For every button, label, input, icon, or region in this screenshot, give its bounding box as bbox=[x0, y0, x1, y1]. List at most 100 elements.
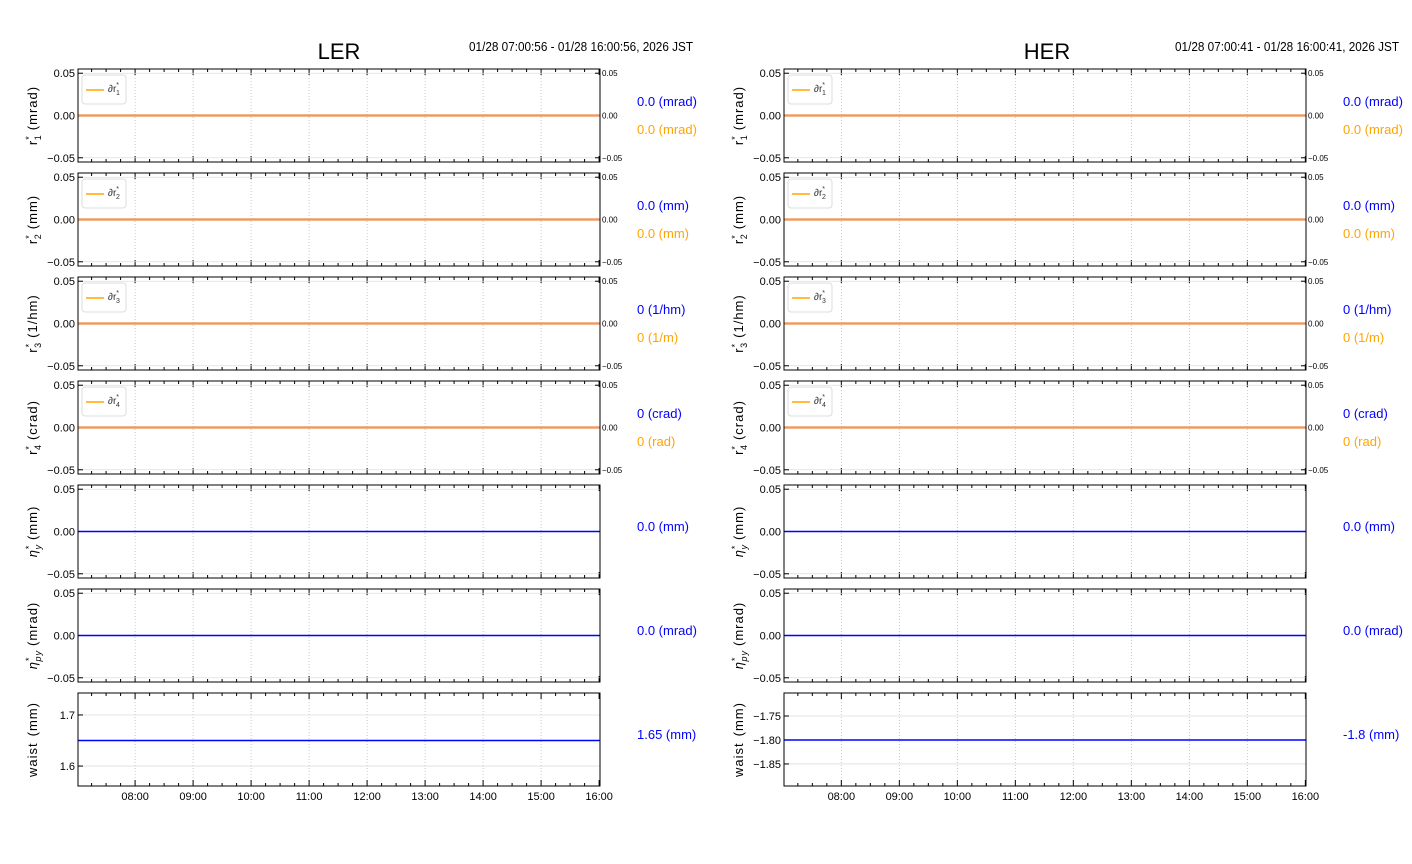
legend-base: ∂r bbox=[108, 292, 117, 303]
value-readout: 0 (rad) bbox=[637, 434, 675, 449]
y-tick-label: 0.05 bbox=[760, 484, 781, 496]
chart-title: HER bbox=[1024, 39, 1070, 64]
y-tick-label: 0.05 bbox=[54, 380, 75, 392]
legend: ∂r* 3 bbox=[81, 282, 127, 313]
legend-sup: * bbox=[822, 394, 825, 401]
y-axis-label: r*1 (mrad) bbox=[730, 86, 749, 145]
legend-label: ∂r* 2 bbox=[814, 186, 826, 201]
y-tick-label: −1.80 bbox=[753, 735, 781, 747]
panel-3: 0.05 0.050.00 0.00−0.05 −0.05∂r* 3r*3(1/hm) 0… bbox=[24, 276, 685, 373]
panel-4: 0.05 0.050.00 0.00−0.05 −0.05∂r* 4r*4(crad) 0… bbox=[24, 380, 682, 477]
legend-base: ∂r bbox=[108, 84, 117, 95]
legend-sup: * bbox=[822, 290, 825, 297]
axes-frame bbox=[77, 692, 601, 787]
y-axis-label: η*y (mm) bbox=[24, 506, 43, 558]
y-tick-label: 0.00 bbox=[760, 423, 781, 435]
y-label-sup: * bbox=[730, 135, 740, 140]
y-label-sup: * bbox=[24, 234, 34, 239]
y-label-unit: (mm) bbox=[731, 195, 746, 229]
y-tick-label: 0.00 bbox=[54, 319, 75, 331]
legend-sub: 1 bbox=[822, 90, 826, 97]
y-label-sub: py bbox=[739, 650, 749, 663]
y-tick-label: 0.00 bbox=[54, 527, 75, 539]
x-tick-label: 08:00 bbox=[828, 791, 856, 803]
y-tick-label: 0.05 bbox=[54, 68, 75, 80]
y-label-unit: (crad) bbox=[25, 400, 40, 440]
panel-2: 0.05 0.050.00 0.00−0.05 −0.05∂r* 2r*2(mm) 0.0… bbox=[24, 172, 689, 269]
panel-4: 0.05 0.050.00 0.00−0.05 −0.05∂r* 4r*4(crad) 0… bbox=[730, 380, 1388, 477]
legend-base: ∂r bbox=[108, 396, 117, 407]
axes-frame bbox=[77, 380, 601, 475]
y-tick-label: −0.05 bbox=[47, 361, 75, 373]
x-tick-label: 16:00 bbox=[585, 791, 613, 803]
y-label-sup: * bbox=[730, 445, 740, 450]
y-tick-label: 0.00 bbox=[54, 111, 75, 123]
x-tick-label: 14:00 bbox=[1176, 791, 1204, 803]
axes-frame bbox=[77, 484, 601, 579]
panel-2: 0.05 0.050.00 0.00−0.05 −0.05∂r* 2r*2(mm) 0.0… bbox=[730, 172, 1395, 269]
axes-frame bbox=[77, 276, 601, 371]
right-y-tick-label: −0.05 bbox=[1308, 258, 1329, 267]
y-label-sub: py bbox=[33, 650, 43, 663]
x-tick-label: 14:00 bbox=[469, 791, 497, 803]
value-readout: 0 (1/hm) bbox=[637, 302, 685, 317]
legend-base: ∂r bbox=[108, 188, 117, 199]
y-axis-label: waist (mm) bbox=[731, 702, 746, 778]
value-readout: 0.0 (mrad) bbox=[1343, 94, 1403, 109]
right-y-tick-label: −0.05 bbox=[602, 466, 623, 475]
x-tick-label: 16:00 bbox=[1292, 791, 1320, 803]
y-axis-label: η*py (mrad) bbox=[24, 602, 43, 670]
y-tick-label: 0.00 bbox=[54, 631, 75, 643]
right-y-tick-label: −0.05 bbox=[1308, 362, 1329, 371]
x-tick-label: 15:00 bbox=[1234, 791, 1262, 803]
y-tick-label: 0.05 bbox=[760, 588, 781, 600]
y-label-sub: 4 bbox=[33, 444, 43, 450]
legend-label: ∂r* 1 bbox=[108, 82, 120, 97]
value-readout: 1.65 (mm) bbox=[637, 727, 696, 742]
legend-label: ∂r* 4 bbox=[814, 394, 826, 409]
legend-base: ∂r bbox=[814, 84, 823, 95]
legend-sup: * bbox=[116, 394, 119, 401]
y-label-sup: * bbox=[730, 343, 740, 348]
y-label-sub: 4 bbox=[739, 444, 749, 450]
y-tick-label: −0.05 bbox=[753, 361, 781, 373]
y-axis-label: r*4 (crad) bbox=[24, 400, 43, 455]
x-tick-label: 15:00 bbox=[527, 791, 555, 803]
x-tick-label: 08:00 bbox=[121, 791, 149, 803]
y-tick-label: 0.00 bbox=[760, 111, 781, 123]
panel-3: 0.05 0.050.00 0.00−0.05 −0.05∂r* 3r*3(1/hm) 0… bbox=[730, 276, 1391, 373]
panel-6: 0.05 0.00 −0.05 η*py (mrad) 0.0 (mrad) bbox=[24, 588, 697, 685]
y-axis-label: r*3 (1/hm) bbox=[730, 294, 749, 352]
y-tick-label: 0.05 bbox=[54, 276, 75, 288]
y-tick-label: 0.00 bbox=[54, 423, 75, 435]
y-label-base: waist bbox=[731, 742, 746, 778]
panel-7: 08:00 09:00 10:00 11:00 12:00 13:00 14:00 15:00… bbox=[25, 692, 696, 803]
y-label-base: r bbox=[25, 450, 40, 455]
y-label-sup: * bbox=[730, 657, 740, 662]
y-label-base: r bbox=[731, 347, 746, 352]
y-label-sup: * bbox=[24, 343, 34, 348]
value-readout: 0.0 (mm) bbox=[1343, 226, 1395, 241]
y-tick-label: 0.05 bbox=[760, 172, 781, 184]
right-y-tick-label: 0.05 bbox=[1308, 173, 1324, 182]
y-tick-label: −1.75 bbox=[753, 711, 781, 723]
y-label-unit: (1/hm) bbox=[731, 294, 746, 338]
x-tick-label: 09:00 bbox=[886, 791, 914, 803]
value-readout: 0 (crad) bbox=[637, 406, 682, 421]
right-y-tick-label: −0.05 bbox=[602, 258, 623, 267]
x-tick-label: 10:00 bbox=[237, 791, 265, 803]
right-y-tick-label: −0.05 bbox=[1308, 154, 1329, 163]
x-tick-label: 10:00 bbox=[944, 791, 972, 803]
y-tick-label: 0.00 bbox=[760, 631, 781, 643]
y-label-base: η bbox=[731, 661, 746, 669]
x-tick-label: 12:00 bbox=[1060, 791, 1088, 803]
value-readout: 0.0 (mm) bbox=[1343, 198, 1395, 213]
y-tick-label: −0.05 bbox=[753, 465, 781, 477]
legend-sub: 1 bbox=[116, 90, 120, 97]
y-label-sup: * bbox=[730, 545, 740, 550]
value-readout: 0.0 (mm) bbox=[637, 519, 689, 534]
legend: ∂r* 2 bbox=[81, 178, 127, 209]
value-readout: -1.8 (mm) bbox=[1343, 727, 1399, 742]
right-y-tick-label: 0.00 bbox=[602, 112, 618, 121]
legend: ∂r* 4 bbox=[787, 386, 833, 417]
